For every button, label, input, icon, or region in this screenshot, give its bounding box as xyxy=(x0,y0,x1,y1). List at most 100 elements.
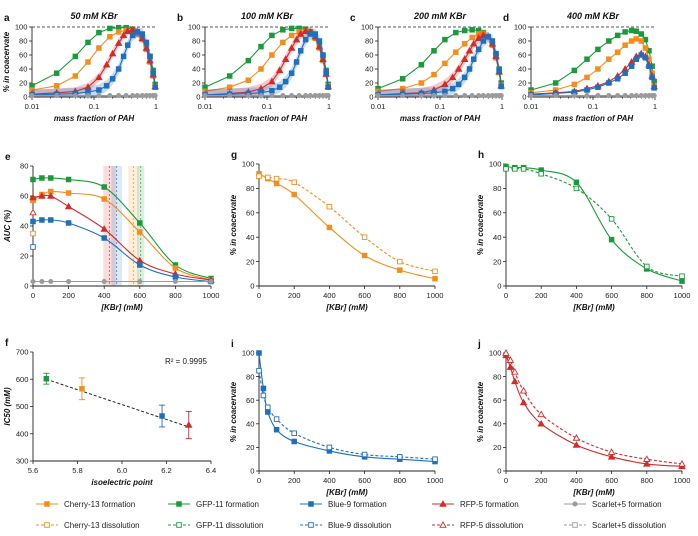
data-point xyxy=(485,34,491,40)
data-point xyxy=(269,87,275,94)
x-tick-label: 1000 xyxy=(674,476,691,485)
data-point xyxy=(679,273,685,279)
data-point xyxy=(269,52,275,58)
x-tick-label: 600 xyxy=(133,291,146,300)
series-line xyxy=(505,355,683,467)
data-point xyxy=(29,93,35,99)
panel-label: a xyxy=(4,13,10,24)
x-axis-label: mass fraction of PAH xyxy=(400,114,481,123)
y-tick-label: 60 xyxy=(493,396,501,405)
series-gfp-11 xyxy=(43,372,50,385)
data-point xyxy=(453,29,459,36)
data-point xyxy=(511,377,519,385)
data-point xyxy=(537,419,545,427)
data-point xyxy=(39,278,45,285)
data-point xyxy=(651,85,657,91)
data-point xyxy=(469,39,478,47)
data-point xyxy=(288,25,295,32)
y-tick-label: 100 xyxy=(188,23,201,32)
data-point xyxy=(281,55,290,62)
data-point xyxy=(397,454,403,460)
data-point xyxy=(615,93,621,99)
data-point xyxy=(29,208,37,216)
data-point xyxy=(109,76,116,82)
data-point xyxy=(202,93,208,99)
data-point xyxy=(326,224,333,231)
data-point xyxy=(245,77,252,83)
legend-label: RFP-5 dissolution xyxy=(460,521,523,530)
data-point xyxy=(79,386,85,392)
data-point xyxy=(622,42,628,48)
data-point xyxy=(280,39,286,46)
series-blue-9 xyxy=(375,31,504,98)
legend-marker xyxy=(176,501,182,507)
panel-label: f xyxy=(5,338,9,349)
series-cherry-13 xyxy=(528,36,657,96)
data-point xyxy=(614,76,621,82)
data-point xyxy=(289,93,295,99)
x-tick-label: 0 xyxy=(257,476,261,485)
data-point xyxy=(39,217,45,223)
panel-title: 200 mM KBr xyxy=(413,11,467,21)
data-point xyxy=(258,43,264,50)
x-axis-label: [KBr] (mM) xyxy=(325,488,368,497)
data-point xyxy=(96,93,102,99)
series-scarlet-5 xyxy=(375,93,504,99)
data-point xyxy=(461,27,468,34)
data-point xyxy=(489,38,496,44)
data-point xyxy=(622,29,628,35)
x-tick-label: 800 xyxy=(169,291,182,300)
data-point xyxy=(397,258,403,265)
y-axis-label: AUC (%) xyxy=(3,210,12,243)
panel-label: i xyxy=(231,339,234,350)
series-blue-9 xyxy=(159,404,166,428)
series-rfp-5-open- xyxy=(29,208,37,216)
data-point xyxy=(633,36,640,42)
data-point xyxy=(646,63,652,69)
series-cherry-13-dissolution xyxy=(256,173,438,275)
series-line xyxy=(258,370,436,460)
legend-item: Scarlet+5 formation xyxy=(564,500,662,509)
data-point xyxy=(268,77,276,85)
data-point xyxy=(107,93,113,99)
panel-label: b xyxy=(177,13,183,24)
panel-b: 0 20 40 60 80 100 0.01 0.1 1 b 100 mM KBr mass frac… xyxy=(177,11,332,123)
data-point xyxy=(96,29,102,36)
series-line xyxy=(505,165,683,282)
data-point xyxy=(280,93,286,99)
legend-marker xyxy=(308,522,314,528)
series-cherry-13-open- xyxy=(30,230,36,237)
data-point xyxy=(431,93,437,99)
data-point xyxy=(325,93,331,99)
legend-marker xyxy=(308,501,314,507)
data-point xyxy=(651,93,657,99)
data-point xyxy=(595,93,601,99)
data-point xyxy=(496,67,502,74)
y-tick-label: 20 xyxy=(246,443,254,452)
data-point xyxy=(606,38,612,44)
data-point xyxy=(418,62,425,68)
legend-item: Blue-9 formation xyxy=(300,500,387,509)
data-point xyxy=(139,31,145,37)
data-point xyxy=(114,39,123,46)
data-point xyxy=(43,375,50,382)
data-point xyxy=(245,93,251,99)
data-point xyxy=(147,53,153,60)
y-tick-label: 60 xyxy=(192,51,200,60)
x-axis-label: isoelectric point xyxy=(91,478,153,487)
y-tick-label: 100 xyxy=(15,23,28,32)
data-point xyxy=(312,31,318,37)
x-tick-label: 1000 xyxy=(203,291,220,300)
data-point xyxy=(431,48,437,54)
data-point xyxy=(326,203,333,210)
y-tick-label: 100 xyxy=(242,349,255,358)
data-point xyxy=(137,278,143,285)
data-point xyxy=(453,93,459,99)
series-rfp-5-formation xyxy=(502,351,686,470)
data-point xyxy=(273,426,280,433)
data-point xyxy=(469,34,475,41)
series-blue-9 xyxy=(528,52,657,98)
data-point xyxy=(30,176,36,183)
y-tick-label: 60 xyxy=(518,51,526,60)
